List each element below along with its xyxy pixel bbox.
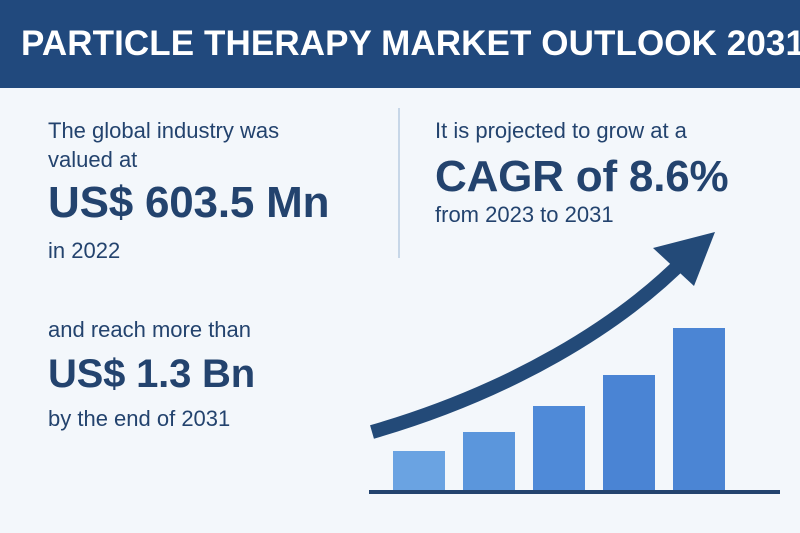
growth-arrow-shaft xyxy=(370,251,694,439)
cagr-value: CAGR of 8.6% xyxy=(435,152,729,201)
growth-bar xyxy=(463,432,515,490)
growth-bar xyxy=(603,375,655,490)
forecast-period: from 2023 to 2031 xyxy=(435,202,614,227)
growth-bar xyxy=(393,451,445,490)
growth-graphic xyxy=(355,220,785,505)
market-value-2022: US$ 603.5 Mn xyxy=(48,178,330,227)
page-title: PARTICLE THERAPY MARKET OUTLOOK 2031 xyxy=(21,24,800,63)
reach-more-than-label: and reach more than xyxy=(48,317,252,342)
industry-intro-line: The global industry was xyxy=(48,118,280,143)
year-2022-label: in 2022 xyxy=(48,238,121,263)
market-value-2031: US$ 1.3 Bn xyxy=(48,352,255,396)
growth-bar xyxy=(673,328,725,490)
growth-arrow-head xyxy=(653,232,715,286)
projection-intro-line: It is projected to grow at a xyxy=(435,118,687,143)
valued-at-label: valued at xyxy=(48,147,138,172)
growth-bar xyxy=(533,406,585,490)
end-of-2031-label: by the end of 2031 xyxy=(48,406,231,431)
section-divider xyxy=(398,108,400,258)
header-banner: PARTICLE THERAPY MARKET OUTLOOK 2031 xyxy=(0,0,800,88)
rising-arrow-bars-icon xyxy=(369,232,780,494)
growth-bars xyxy=(393,328,725,490)
